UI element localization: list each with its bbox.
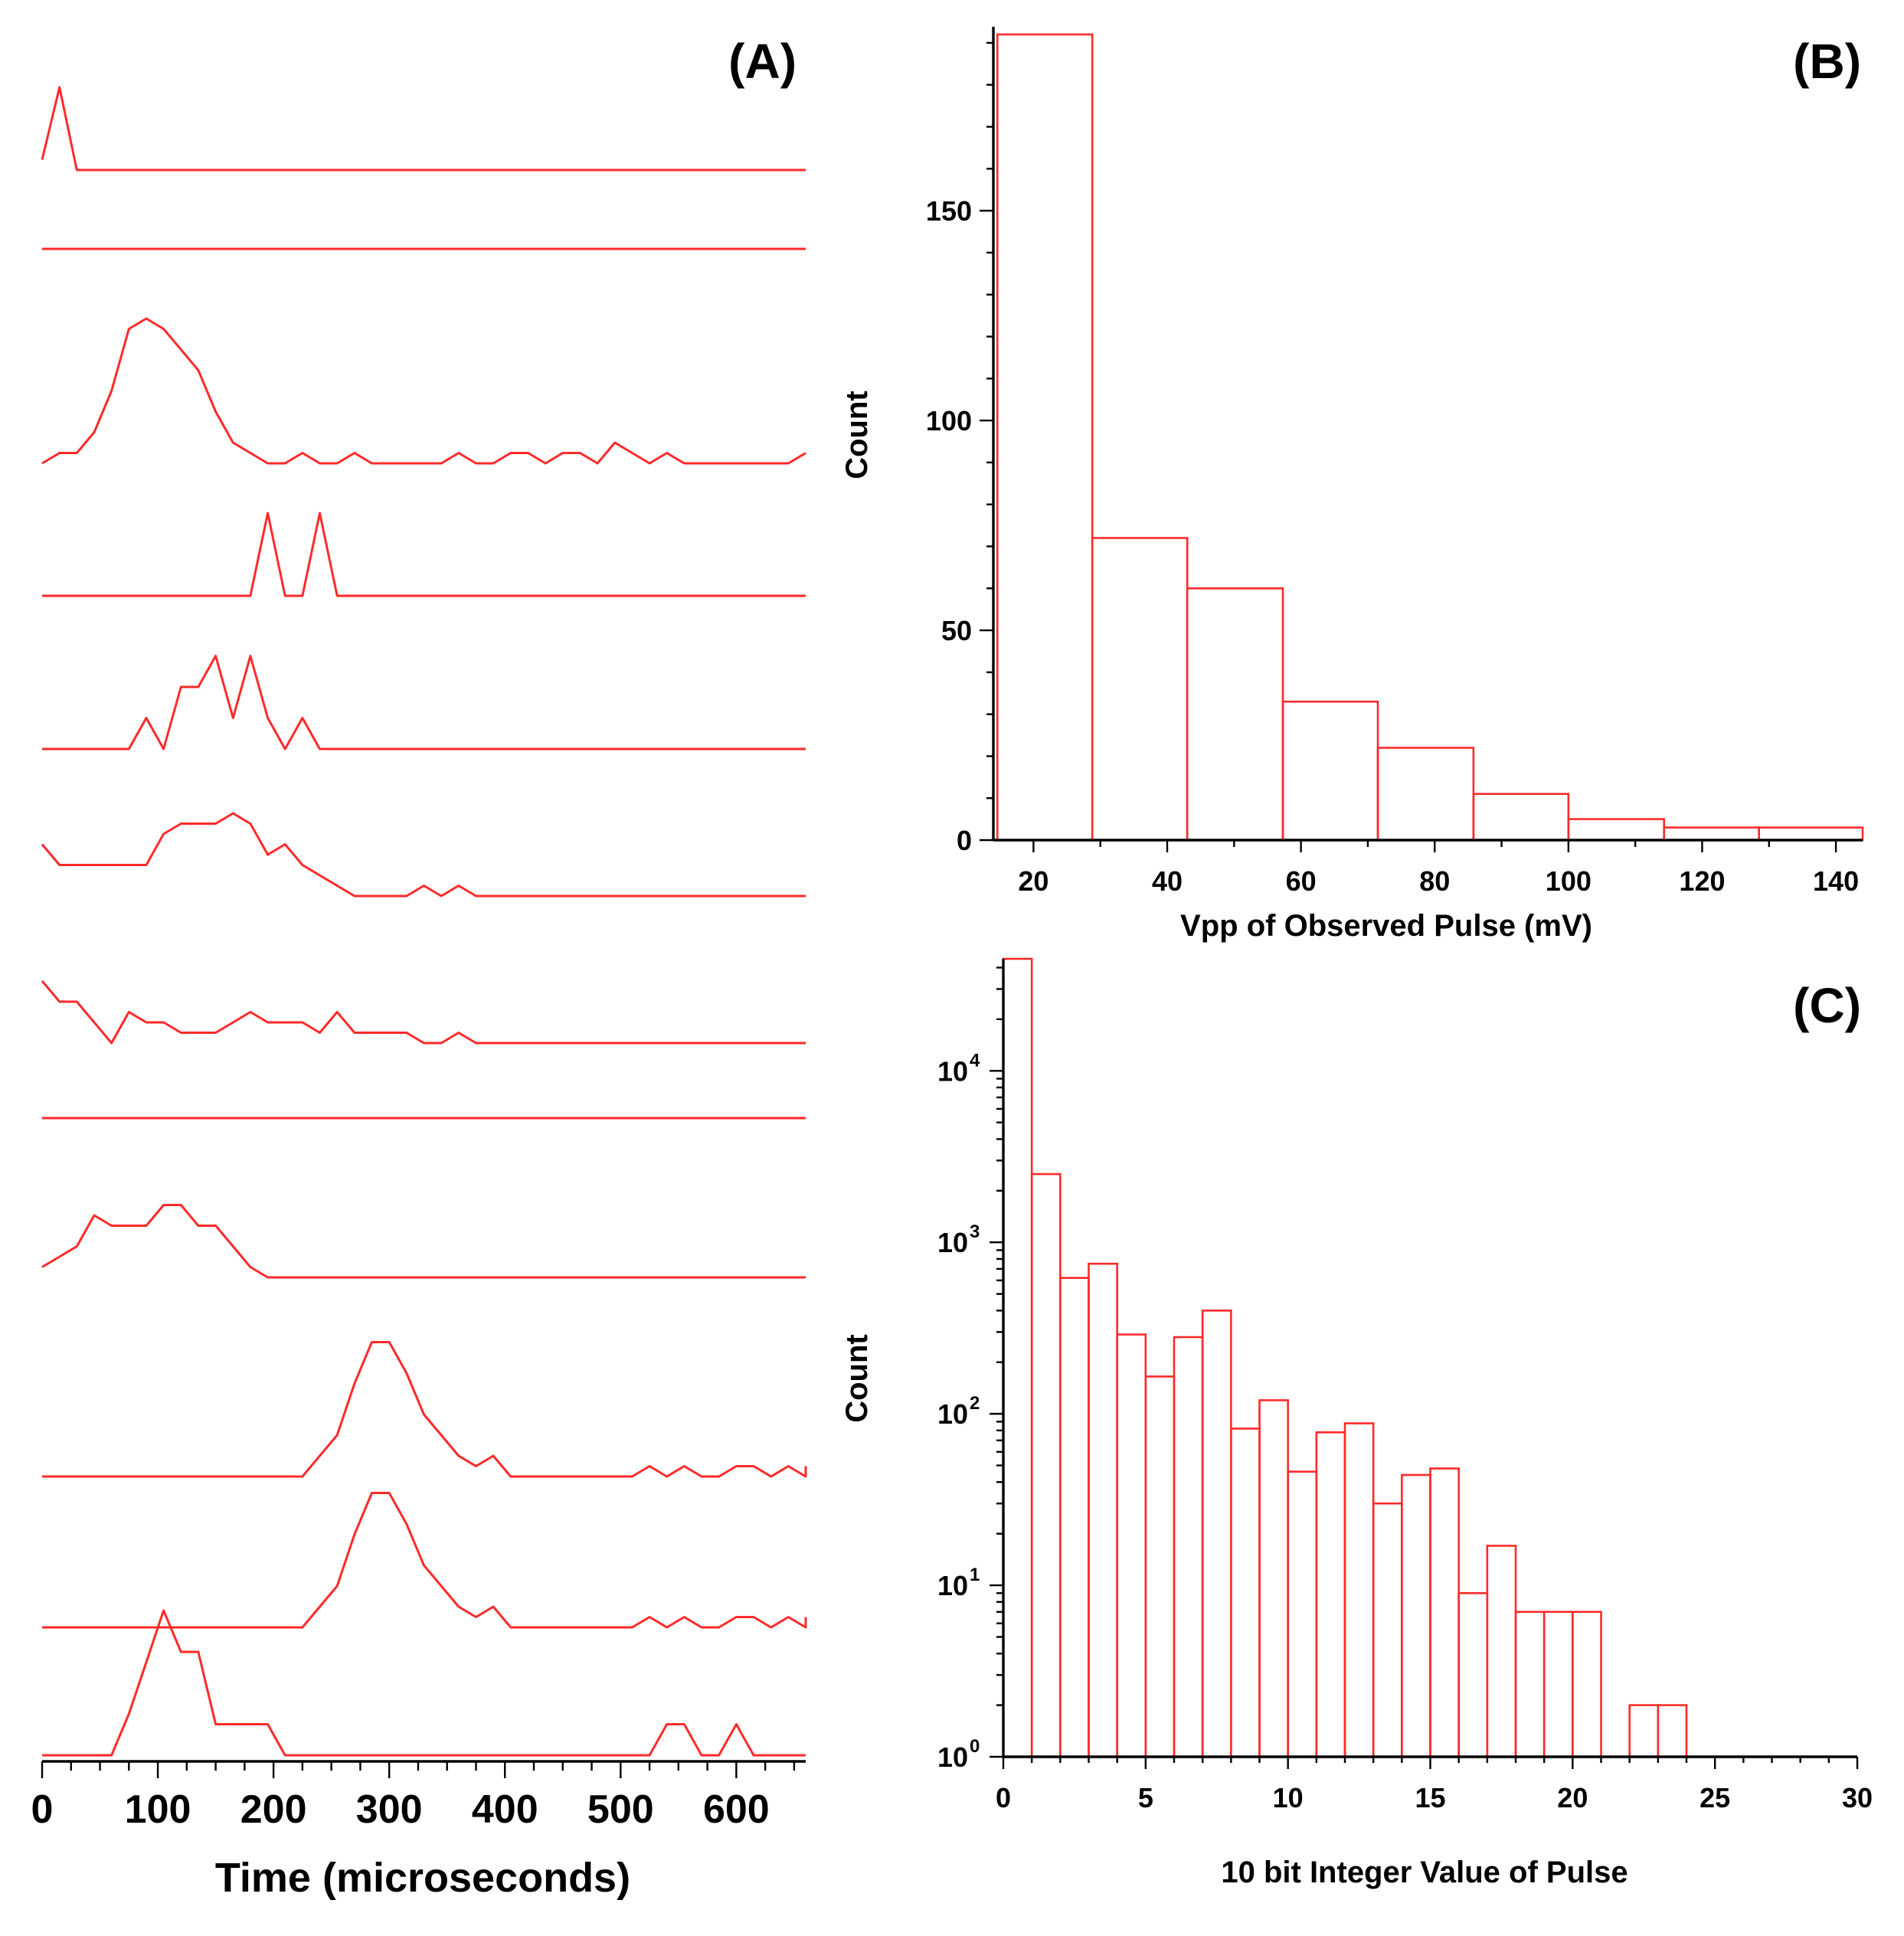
panel-a-trace-10 bbox=[42, 1341, 807, 1478]
panel-b-y-tick-label: 0 bbox=[957, 825, 972, 856]
panel-b-bar bbox=[996, 33, 1094, 842]
panel-b-bar bbox=[1186, 587, 1284, 842]
panel-c-bar bbox=[1401, 1473, 1431, 1758]
panel-a-x-tick-label: 300 bbox=[356, 1787, 423, 1832]
panel-a-trace-3 bbox=[41, 317, 806, 465]
panel-a-trace-4 bbox=[42, 512, 806, 597]
panel-a-trace-6 bbox=[41, 812, 806, 898]
panel-c-x-tick-label: 0 bbox=[996, 1782, 1011, 1813]
panel-b-bar bbox=[1758, 826, 1864, 842]
panel-b-bar bbox=[1376, 747, 1475, 842]
panel-c-bar bbox=[1315, 1431, 1346, 1758]
panel-c-bar bbox=[1088, 1262, 1118, 1758]
panel-c-bar bbox=[1144, 1375, 1176, 1758]
panel-b-x-tick-label: 100 bbox=[1546, 865, 1592, 897]
panel-c-x-tick-label: 25 bbox=[1700, 1782, 1730, 1813]
panel-c-bar bbox=[1002, 957, 1033, 1758]
panel-b-x-tick-label: 60 bbox=[1286, 865, 1317, 897]
panel-c-bar bbox=[1657, 1704, 1688, 1758]
panel-b-x-tick-label: 140 bbox=[1813, 865, 1859, 897]
panel-c-bar bbox=[1486, 1545, 1517, 1758]
panel-b-y-tick-label: 50 bbox=[941, 615, 972, 646]
panel-b-x-tick-label: 80 bbox=[1419, 865, 1450, 897]
panel-c-y-tick-exponent: 2 bbox=[970, 1393, 980, 1414]
panel-c-x-axis-label: 10 bit Integer Value of Pulse bbox=[1221, 1856, 1628, 1889]
panel-a-x-tick-label: 500 bbox=[587, 1787, 654, 1832]
panel-a-x-tick-label: 0 bbox=[31, 1787, 54, 1832]
panel-c-bar bbox=[1514, 1611, 1546, 1758]
panel-c-y-tick-exponent: 0 bbox=[970, 1736, 980, 1757]
panel-c-y-axis-label: Count bbox=[840, 1334, 874, 1423]
panel-a-stacked-traces: 0 100 200 300 400 500 600 bbox=[31, 86, 807, 1832]
panel-b-y-tick-label: 150 bbox=[926, 195, 972, 227]
panel-b-bar bbox=[1663, 826, 1760, 842]
panel-b-bar bbox=[1567, 818, 1665, 842]
panel-c-bar bbox=[1059, 1277, 1090, 1758]
panel-c-bar bbox=[1116, 1333, 1147, 1758]
panel-b-x-tick-label: 20 bbox=[1018, 865, 1049, 897]
panel-a-x-tick-label: 400 bbox=[472, 1787, 538, 1832]
panel-c-y-tick-label: 10 bbox=[937, 1398, 968, 1430]
panel-b-x-tick-label: 120 bbox=[1679, 865, 1725, 897]
panel-c-bar bbox=[1173, 1336, 1204, 1758]
panel-c-y-tick-exponent: 4 bbox=[970, 1050, 980, 1071]
panel-c-y-tick-label: 10 bbox=[937, 1570, 968, 1601]
panel-label-a: (A) bbox=[728, 34, 797, 89]
panel-c-bar bbox=[1372, 1502, 1403, 1758]
panel-b-bar bbox=[1472, 793, 1570, 842]
panel-a-trace-7 bbox=[41, 980, 806, 1045]
panel-c-x-tick-label: 5 bbox=[1138, 1782, 1153, 1813]
panel-c-y-tick-label: 10 bbox=[937, 1741, 968, 1773]
panel-a-trace-11 bbox=[42, 1492, 807, 1629]
panel-b-y-axis-label: Count bbox=[840, 391, 874, 479]
panel-c-y-tick-exponent: 1 bbox=[970, 1565, 980, 1585]
panel-b-y-tick-label: 100 bbox=[926, 405, 972, 437]
panel-c-x-tick-label: 10 bbox=[1273, 1782, 1304, 1813]
panel-b-x-axis-label: Vpp of Observed Pulse (mV) bbox=[1180, 909, 1592, 943]
panel-a-trace-5 bbox=[42, 655, 806, 751]
panel-c-bar bbox=[1258, 1399, 1289, 1758]
panel-c-bar bbox=[1343, 1422, 1375, 1758]
panel-a-trace-12 bbox=[42, 1609, 806, 1757]
panel-c-bar bbox=[1201, 1310, 1232, 1758]
panel-c-y-tick-exponent: 3 bbox=[970, 1221, 980, 1242]
panel-a-trace-1 bbox=[41, 86, 806, 172]
panel-a-trace-9 bbox=[41, 1204, 806, 1279]
panel-b-bar bbox=[1091, 537, 1189, 842]
panel-a-x-tick-label: 600 bbox=[703, 1787, 770, 1832]
panel-c-bar bbox=[1457, 1592, 1489, 1758]
panel-c-x-tick-label: 30 bbox=[1842, 1782, 1873, 1813]
panel-a-x-axis-label: Time (microseconds) bbox=[215, 1855, 630, 1901]
panel-c-bar bbox=[1628, 1704, 1660, 1758]
panel-b-x-tick-label: 40 bbox=[1152, 865, 1183, 897]
panel-label-c: (C) bbox=[1793, 978, 1861, 1033]
panel-c-x-tick-label: 20 bbox=[1557, 1782, 1588, 1813]
panel-c-bar bbox=[1230, 1427, 1261, 1758]
panel-c-bar bbox=[1572, 1611, 1602, 1758]
panel-c-y-tick-label: 10 bbox=[937, 1227, 968, 1258]
panel-a-x-tick-label: 100 bbox=[125, 1787, 191, 1832]
panel-c-x-tick-label: 15 bbox=[1415, 1782, 1445, 1813]
panel-label-b: (B) bbox=[1793, 34, 1861, 89]
panel-c-bar bbox=[1030, 1172, 1062, 1758]
panel-c-bar bbox=[1287, 1470, 1318, 1758]
panel-b-histogram: 20 40 60 80 100 120 140 0 50 100 150 bbox=[926, 27, 1864, 897]
panel-b-bar bbox=[1281, 700, 1379, 842]
panel-c-bar bbox=[1543, 1611, 1574, 1758]
panel-c-y-tick-label: 10 bbox=[937, 1055, 968, 1087]
panel-c-bar bbox=[1429, 1467, 1460, 1758]
panel-a-x-tick-label: 200 bbox=[240, 1787, 307, 1832]
